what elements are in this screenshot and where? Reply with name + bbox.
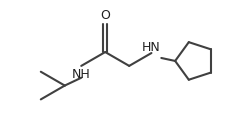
Text: NH: NH (72, 67, 91, 80)
Text: HN: HN (142, 41, 161, 54)
Text: O: O (100, 9, 110, 22)
